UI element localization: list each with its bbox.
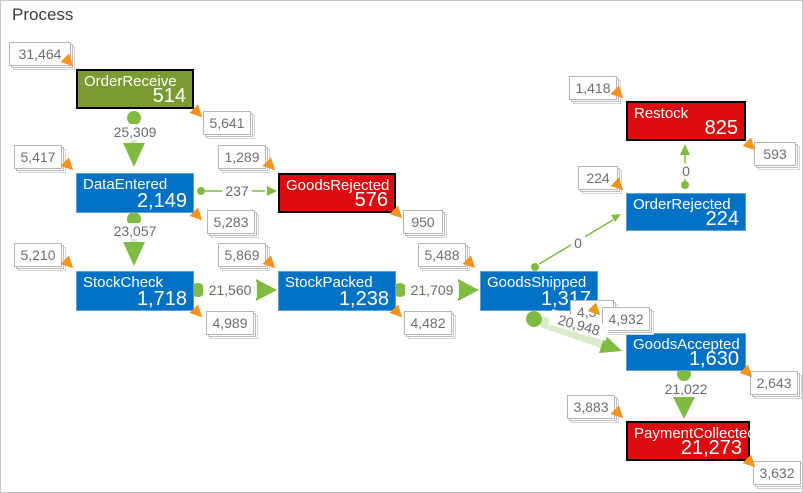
badge-in-payment-collected[interactable]: 3,883	[567, 395, 615, 419]
node-goods-rejected[interactable]: GoodsRejected 576	[278, 173, 396, 213]
node-value: 2,149	[136, 190, 187, 212]
badge-out-stock-packed[interactable]: 4,482	[404, 311, 452, 335]
node-stock-packed[interactable]: StockPacked 1,238	[278, 271, 396, 311]
node-label: GoodsRejected	[286, 177, 390, 194]
badge-out-payment-collected[interactable]: 3,632	[753, 461, 801, 485]
node-value: 21,273	[680, 437, 742, 459]
node-label: GoodsShipped	[487, 274, 587, 291]
badge-in-restock[interactable]: 1,418	[569, 76, 617, 100]
badge-in-stock-check[interactable]: 5,210	[14, 243, 62, 267]
node-order-rejected[interactable]: OrderRejected 224	[626, 193, 746, 231]
edge-label-data-entered-to-goods-rejected[interactable]: 237	[222, 183, 252, 199]
node-value: 1,238	[338, 288, 389, 310]
edge-label-stock-check-to-stock-packed[interactable]: 21,560	[203, 282, 257, 298]
badge-in-order-rejected[interactable]: 224	[578, 166, 618, 190]
badge-out-data-entered[interactable]: 5,283	[207, 210, 255, 234]
node-value: 224	[705, 208, 739, 230]
node-goods-accepted[interactable]: GoodsAccepted 1,630	[626, 333, 746, 371]
flow-in-arrow-icon	[60, 157, 78, 175]
node-value: 576	[354, 189, 388, 211]
edge-label-goods-accepted-to-payment-collected[interactable]: 21,022	[659, 381, 713, 397]
node-restock[interactable]: Restock 825	[626, 101, 746, 141]
node-label: OrderReceive	[84, 73, 177, 90]
badge-in-stock-packed[interactable]: 5,869	[218, 243, 266, 267]
node-label: StockCheck	[83, 274, 164, 291]
node-data-entered[interactable]: DataEntered 2,149	[76, 173, 194, 213]
edge-label-data-entered-to-stock-check[interactable]: 23,057	[108, 223, 162, 239]
flow-in-arrow-icon	[60, 255, 78, 273]
badge-out-stock-check[interactable]: 4,989	[206, 311, 254, 335]
node-label: GoodsAccepted	[633, 336, 740, 353]
node-stock-check[interactable]: StockCheck 1,718	[76, 271, 194, 311]
node-label: Restock	[634, 105, 689, 122]
node-label: PaymentCollected	[634, 425, 756, 442]
badge-out-goods-accepted[interactable]: 2,643	[750, 371, 798, 395]
node-label: StockPacked	[285, 274, 373, 291]
badge-out-order-receive[interactable]: 5,641	[203, 111, 251, 135]
node-value: 825	[704, 117, 738, 139]
badge-out-restock[interactable]: 593	[754, 142, 796, 166]
node-label: DataEntered	[83, 176, 168, 193]
badge-in-data-entered[interactable]: 5,417	[14, 145, 62, 169]
edge-data-entered-to-stock-check	[123, 212, 145, 266]
edge-label-goods-shipped-to-order-rejected[interactable]: 0	[571, 235, 585, 251]
node-value: 1,718	[136, 288, 187, 310]
edge-label-order-rejected-to-restock[interactable]: 0	[679, 163, 693, 179]
edge-label-order-receive-to-data-entered[interactable]: 25,309	[108, 124, 162, 140]
badge-in-goods-shipped[interactable]: 5,488	[418, 243, 466, 267]
node-order-receive[interactable]: OrderReceive 514	[76, 69, 194, 109]
badge-out-goods-rejected[interactable]: 950	[403, 210, 443, 234]
page-title: Process	[12, 5, 74, 24]
badge-in-order-receive[interactable]: 31,464	[9, 42, 71, 66]
node-value: 1,630	[688, 348, 739, 370]
node-label: OrderRejected	[633, 196, 731, 213]
node-payment-collected[interactable]: PaymentCollected 21,273	[626, 421, 756, 461]
badge-in-goods-accepted[interactable]: 4,932	[602, 307, 650, 331]
edge-label-stock-packed-to-goods-shipped[interactable]: 21,709	[405, 282, 459, 298]
node-value: 514	[152, 85, 186, 107]
badge-in-goods-rejected[interactable]: 1,289	[218, 145, 266, 169]
